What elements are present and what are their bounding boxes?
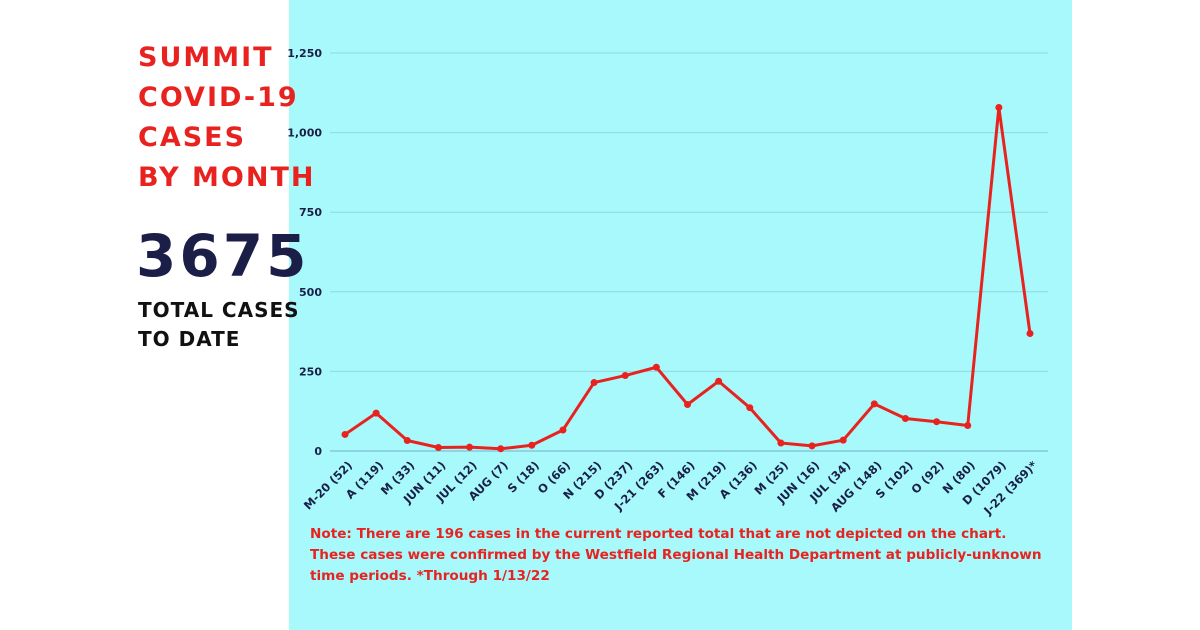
data-point (652, 363, 660, 371)
data-point (715, 377, 723, 385)
title-line: SUMMIT (138, 42, 274, 73)
data-point (808, 442, 816, 450)
data-point (746, 404, 754, 412)
x-tick-label: M-20 (52) (301, 458, 355, 512)
data-point (777, 439, 785, 447)
y-tick-label: 250 (299, 365, 322, 378)
y-tick-label: 1,250 (287, 47, 322, 60)
data-point (372, 409, 380, 417)
chart-title: SUMMIT COVID-19 CASES BY MONTH (138, 38, 316, 198)
title-line: CASES (138, 122, 247, 153)
y-tick-label: 750 (299, 206, 322, 219)
y-tick-label: 1,000 (287, 127, 322, 140)
x-tick-label: S (18) (505, 458, 542, 495)
data-point (590, 379, 598, 387)
data-point (1026, 330, 1034, 338)
data-point (839, 436, 847, 444)
data-point (901, 415, 909, 423)
data-point (621, 372, 629, 380)
data-point (466, 443, 474, 451)
y-tick-label: 500 (299, 286, 322, 299)
series-line (344, 105, 1032, 451)
title-line: COVID-19 (138, 82, 299, 113)
title-line: BY MONTH (138, 162, 316, 193)
data-point (870, 400, 878, 408)
total-label-line: TOTAL CASES (138, 298, 300, 322)
data-point (559, 426, 567, 434)
data-point (528, 441, 536, 449)
chart-note: Note: There are 196 cases in the current… (310, 526, 1042, 584)
total-label-line: TO DATE (138, 327, 241, 351)
total-label: TOTAL CASES TO DATE (138, 296, 300, 354)
data-point (403, 436, 411, 444)
data-point (964, 422, 972, 430)
x-tick-label: O (92) (908, 458, 946, 496)
data-point (341, 430, 349, 438)
data-point (434, 443, 442, 451)
data-point (497, 445, 505, 453)
y-tick-label: 0 (314, 445, 322, 458)
data-point (684, 401, 691, 409)
total-cases: 3675 (136, 222, 310, 290)
data-point (995, 103, 1003, 111)
chart-panel (289, 0, 1072, 630)
data-point (933, 418, 941, 426)
